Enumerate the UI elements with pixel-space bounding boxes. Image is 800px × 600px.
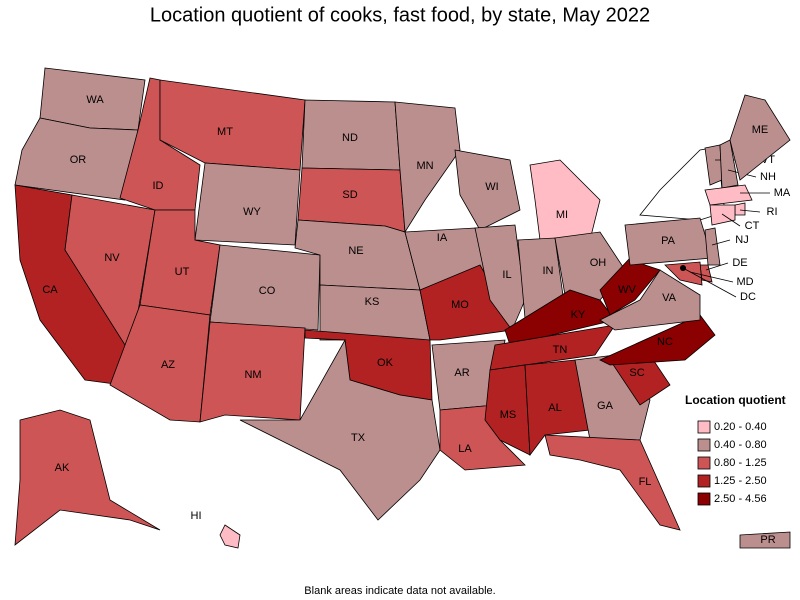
state bbox=[319, 284, 431, 341]
state-label: WY bbox=[243, 206, 261, 218]
state bbox=[394, 101, 461, 234]
legend-swatch bbox=[697, 492, 711, 506]
state-label: MN bbox=[416, 160, 433, 172]
leader-line bbox=[721, 213, 741, 227]
state-label: MI bbox=[556, 209, 568, 221]
state bbox=[109, 304, 211, 423]
state-label: WI bbox=[485, 181, 498, 193]
state-label: AR bbox=[454, 367, 469, 379]
state-label: MA bbox=[774, 187, 791, 199]
state-label: NE bbox=[348, 245, 363, 257]
state bbox=[544, 434, 681, 531]
leader-line bbox=[689, 271, 734, 283]
state-label: MD bbox=[736, 276, 753, 288]
state bbox=[529, 159, 601, 241]
state bbox=[739, 531, 791, 549]
state bbox=[709, 204, 736, 226]
legend-label: 0.80 - 1.25 bbox=[714, 457, 767, 469]
legend-swatch bbox=[697, 438, 711, 452]
state bbox=[599, 269, 701, 331]
state bbox=[734, 202, 746, 216]
state-label: AK bbox=[55, 462, 70, 474]
state bbox=[704, 227, 721, 266]
legend-label: 0.40 - 0.80 bbox=[714, 439, 767, 451]
state-label: DC bbox=[740, 291, 756, 303]
state bbox=[489, 324, 616, 371]
state-label: WV bbox=[618, 284, 636, 296]
leader-line bbox=[682, 267, 737, 298]
state-label: MS bbox=[500, 409, 517, 421]
state-label: WA bbox=[86, 94, 104, 106]
legend-swatch bbox=[697, 420, 711, 434]
state-label: MT bbox=[217, 126, 233, 138]
state-label: NJ bbox=[735, 234, 748, 246]
state bbox=[524, 359, 591, 457]
legend-swatch bbox=[697, 456, 711, 470]
state bbox=[664, 261, 703, 286]
state bbox=[199, 321, 306, 423]
state-label: GA bbox=[597, 400, 614, 412]
state bbox=[729, 94, 791, 181]
state bbox=[599, 314, 716, 366]
state-label: CA bbox=[42, 284, 58, 296]
state-label: KS bbox=[365, 296, 380, 308]
state-label: AZ bbox=[161, 359, 175, 371]
state-label: OH bbox=[590, 257, 607, 269]
state bbox=[14, 409, 161, 546]
state bbox=[454, 149, 521, 231]
state-label: KY bbox=[571, 309, 586, 321]
state-label: TN bbox=[553, 344, 568, 356]
legend-label: 2.50 - 4.56 bbox=[714, 493, 767, 505]
state-label: ID bbox=[153, 180, 164, 192]
state-label: NC bbox=[657, 336, 673, 348]
leader-line bbox=[711, 239, 731, 246]
state bbox=[239, 338, 441, 521]
state-label: AL bbox=[548, 402, 561, 414]
state-label: OR bbox=[70, 154, 87, 166]
state-label: VA bbox=[662, 292, 677, 304]
state-label: MO bbox=[451, 299, 469, 311]
legend-label: 1.25 - 2.50 bbox=[714, 475, 767, 487]
state bbox=[474, 224, 526, 331]
state bbox=[219, 524, 241, 549]
state-label: TX bbox=[351, 432, 366, 444]
state-label: PR bbox=[760, 534, 775, 546]
state-label: IA bbox=[437, 232, 448, 244]
state-label: SC bbox=[629, 367, 644, 379]
state-label: OK bbox=[377, 357, 394, 369]
state-label: NV bbox=[104, 252, 120, 264]
state bbox=[209, 244, 321, 331]
state-label: HI bbox=[191, 510, 202, 522]
state-label: SD bbox=[342, 189, 357, 201]
state-label: DE bbox=[732, 257, 747, 269]
map-title: Location quotient of cooks, fast food, b… bbox=[150, 4, 650, 26]
state-label: LA bbox=[458, 443, 472, 455]
state bbox=[719, 139, 739, 189]
state-label: ND bbox=[342, 132, 358, 144]
state-label: ME bbox=[752, 124, 769, 136]
leader-line bbox=[705, 262, 729, 271]
state-label: CT bbox=[745, 220, 760, 232]
state-label: UT bbox=[175, 266, 190, 278]
state-label: IL bbox=[502, 269, 511, 281]
state bbox=[704, 184, 753, 206]
legend-label: 0.20 - 0.40 bbox=[714, 421, 767, 433]
state-label: NM bbox=[244, 369, 261, 381]
state-label: IN bbox=[543, 265, 554, 277]
state bbox=[194, 162, 301, 246]
state-label: FL bbox=[639, 476, 652, 488]
legend-swatch bbox=[697, 474, 711, 488]
leader-line bbox=[739, 209, 761, 213]
state-label: PA bbox=[661, 235, 676, 247]
state bbox=[484, 364, 531, 456]
state-label: CO bbox=[259, 285, 276, 297]
state-label: NH bbox=[760, 171, 776, 183]
state-label: RI bbox=[767, 206, 778, 218]
legend-title: Location quotient bbox=[685, 393, 786, 407]
footnote: Blank areas indicate data not available. bbox=[304, 585, 495, 597]
